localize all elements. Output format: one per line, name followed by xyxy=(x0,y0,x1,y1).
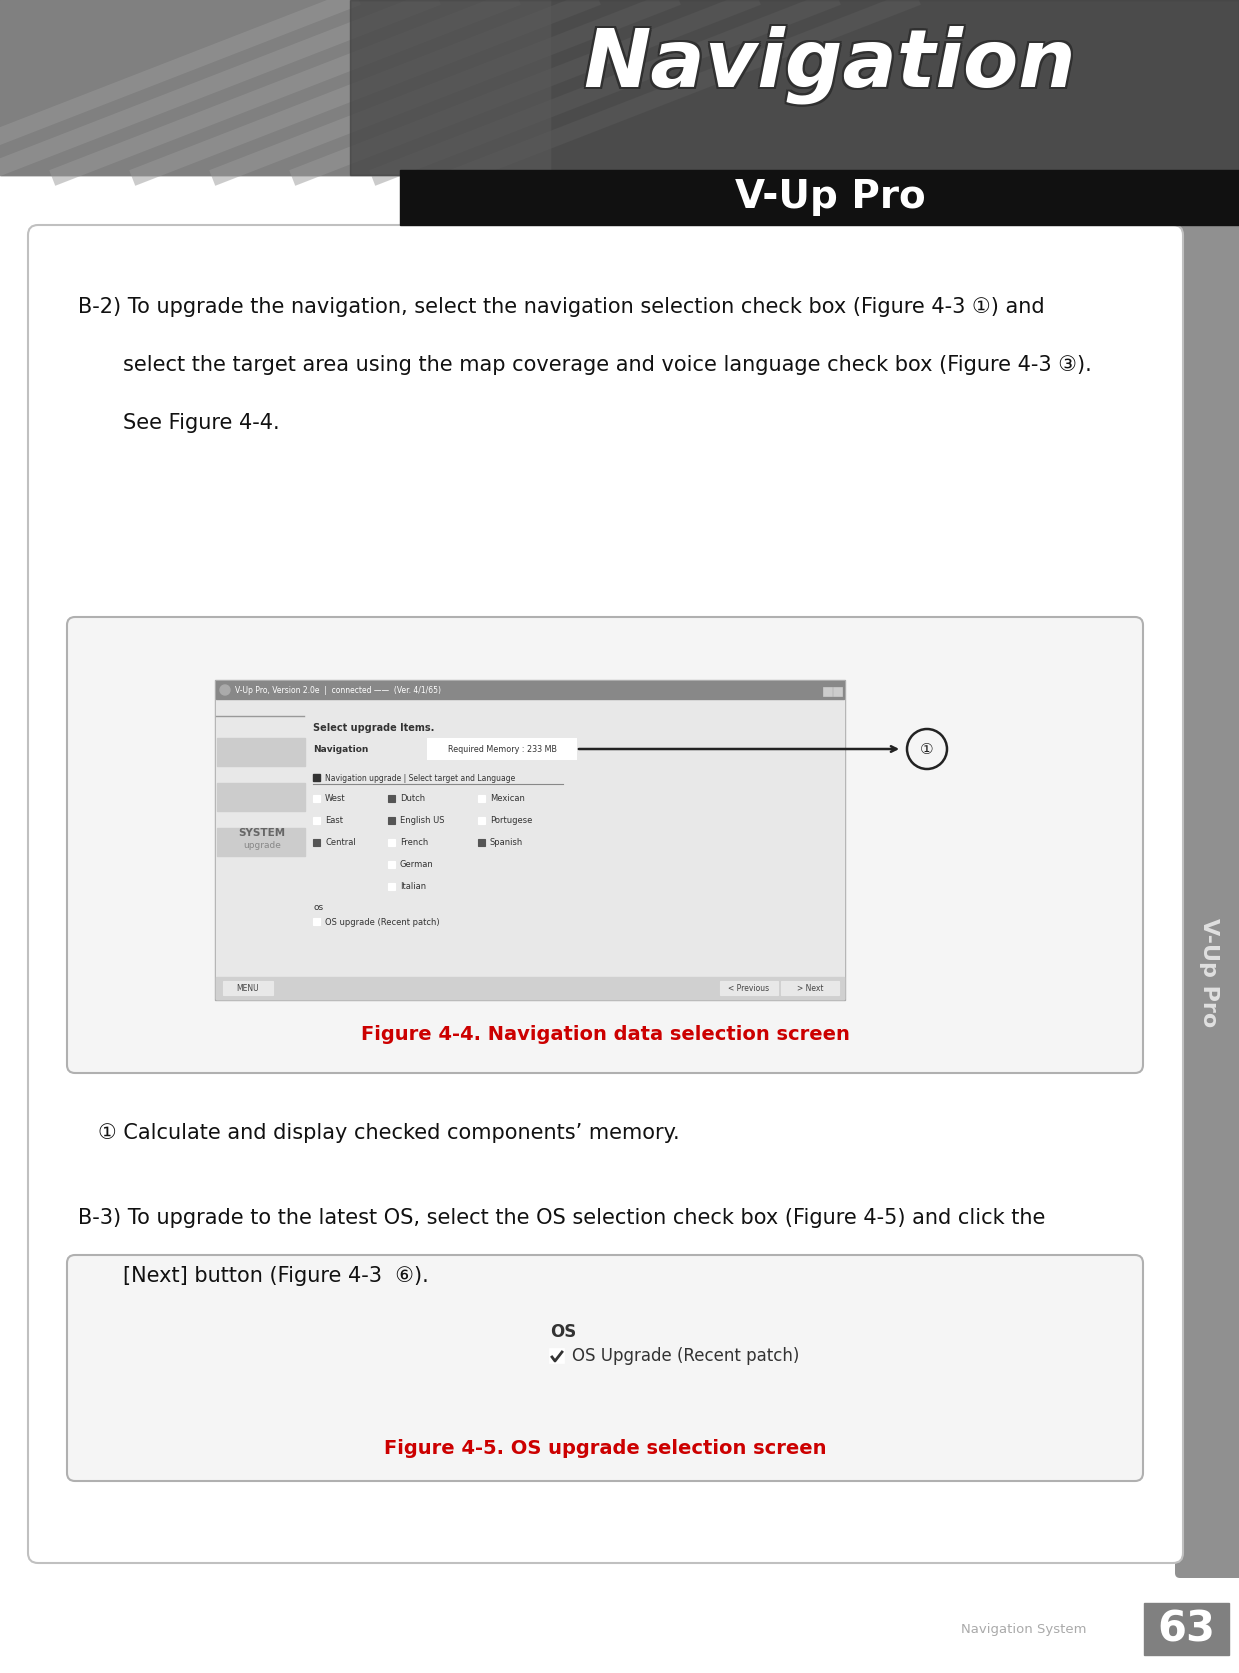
Text: English US: English US xyxy=(400,815,445,825)
Text: 63: 63 xyxy=(1157,1608,1215,1650)
Bar xyxy=(904,1603,1144,1655)
Text: German: German xyxy=(400,860,434,868)
Bar xyxy=(388,795,395,801)
Text: Central: Central xyxy=(325,838,356,847)
Bar xyxy=(0,0,550,176)
Text: > Next: > Next xyxy=(797,984,823,992)
Bar xyxy=(781,980,839,995)
Bar xyxy=(550,1348,564,1363)
Bar xyxy=(217,828,305,857)
Text: Mexican: Mexican xyxy=(489,793,525,803)
Text: MENU: MENU xyxy=(237,984,259,992)
Text: Figure 4-4. Navigation data selection screen: Figure 4-4. Navigation data selection sc… xyxy=(361,1026,850,1044)
Text: SYSTEM: SYSTEM xyxy=(238,828,285,838)
Bar xyxy=(216,977,844,999)
Bar xyxy=(217,783,305,811)
Text: [Next] button (Figure 4-3  ⑥).: [Next] button (Figure 4-3 ⑥). xyxy=(123,1266,429,1287)
Text: Spanish: Spanish xyxy=(489,838,523,847)
Bar xyxy=(216,681,844,999)
Text: See Figure 4-4.: See Figure 4-4. xyxy=(123,413,280,433)
FancyBboxPatch shape xyxy=(67,617,1144,1072)
Bar xyxy=(313,918,320,925)
Bar xyxy=(823,688,833,696)
Text: Navigation: Navigation xyxy=(586,28,1078,107)
Text: V-Up Pro: V-Up Pro xyxy=(735,177,926,216)
Text: Navigation System: Navigation System xyxy=(961,1623,1087,1636)
FancyBboxPatch shape xyxy=(28,224,1183,1563)
Text: West: West xyxy=(325,793,346,803)
Text: ① Calculate and display checked components’ memory.: ① Calculate and display checked componen… xyxy=(98,1123,680,1143)
Text: Navigation: Navigation xyxy=(582,25,1074,104)
Text: select the target area using the map coverage and voice language check box (Figu: select the target area using the map cov… xyxy=(123,355,1092,375)
Bar xyxy=(349,0,1239,176)
Bar xyxy=(1144,1603,1229,1655)
Text: OS Upgrade (Recent patch): OS Upgrade (Recent patch) xyxy=(572,1347,799,1365)
Bar xyxy=(313,775,320,781)
Bar xyxy=(833,688,843,696)
Text: Select upgrade Items.: Select upgrade Items. xyxy=(313,723,435,733)
Bar xyxy=(388,816,395,825)
Bar xyxy=(400,171,1239,224)
Bar xyxy=(313,795,320,801)
Text: Required Memory : 233 MB: Required Memory : 233 MB xyxy=(447,744,556,753)
Text: French: French xyxy=(400,838,429,847)
Bar xyxy=(388,862,395,868)
Bar xyxy=(720,980,778,995)
Text: Navigation upgrade | Select target and Language: Navigation upgrade | Select target and L… xyxy=(325,773,515,783)
Text: Navigation: Navigation xyxy=(582,28,1074,107)
Text: V-Up Pro, Version 2.0e  |  connected ——  (Ver. 4/1/65): V-Up Pro, Version 2.0e | connected —— (V… xyxy=(235,686,441,694)
Text: East: East xyxy=(325,815,343,825)
Text: Portugese: Portugese xyxy=(489,815,533,825)
Bar xyxy=(216,679,845,1000)
Bar xyxy=(0,0,1239,176)
Bar xyxy=(223,980,273,995)
Text: upgrade: upgrade xyxy=(243,842,281,850)
Text: B-3) To upgrade to the latest OS, select the OS selection check box (Figure 4-5): B-3) To upgrade to the latest OS, select… xyxy=(78,1208,1046,1228)
Text: Navigation: Navigation xyxy=(313,744,368,755)
Bar xyxy=(478,838,484,847)
FancyBboxPatch shape xyxy=(67,1255,1144,1481)
Bar xyxy=(313,838,320,847)
Bar xyxy=(216,681,844,699)
Text: Navigation: Navigation xyxy=(582,23,1074,102)
Circle shape xyxy=(221,684,230,694)
Text: os: os xyxy=(313,903,323,912)
Bar xyxy=(478,816,484,825)
Text: V-Up Pro: V-Up Pro xyxy=(1199,918,1219,1027)
Bar xyxy=(217,738,305,766)
Text: Navigation: Navigation xyxy=(586,25,1078,104)
Bar xyxy=(478,795,484,801)
Text: Italian: Italian xyxy=(400,882,426,890)
Bar xyxy=(388,838,395,847)
Text: OS: OS xyxy=(550,1323,576,1342)
Text: ①: ① xyxy=(921,741,934,756)
Text: < Previous: < Previous xyxy=(729,984,769,992)
FancyBboxPatch shape xyxy=(1175,221,1239,1578)
Bar xyxy=(313,816,320,825)
Bar xyxy=(427,739,576,760)
Text: Navigation: Navigation xyxy=(584,25,1077,104)
Text: Navigation: Navigation xyxy=(584,23,1077,102)
Text: Dutch: Dutch xyxy=(400,793,425,803)
Text: Navigation: Navigation xyxy=(586,23,1078,102)
Text: B-2) To upgrade the navigation, select the navigation selection check box (Figur: B-2) To upgrade the navigation, select t… xyxy=(78,298,1044,316)
Text: OS upgrade (Recent patch): OS upgrade (Recent patch) xyxy=(325,917,440,927)
Text: Navigation: Navigation xyxy=(584,28,1077,107)
Text: Figure 4-5. OS upgrade selection screen: Figure 4-5. OS upgrade selection screen xyxy=(384,1439,826,1457)
Bar xyxy=(388,883,395,890)
